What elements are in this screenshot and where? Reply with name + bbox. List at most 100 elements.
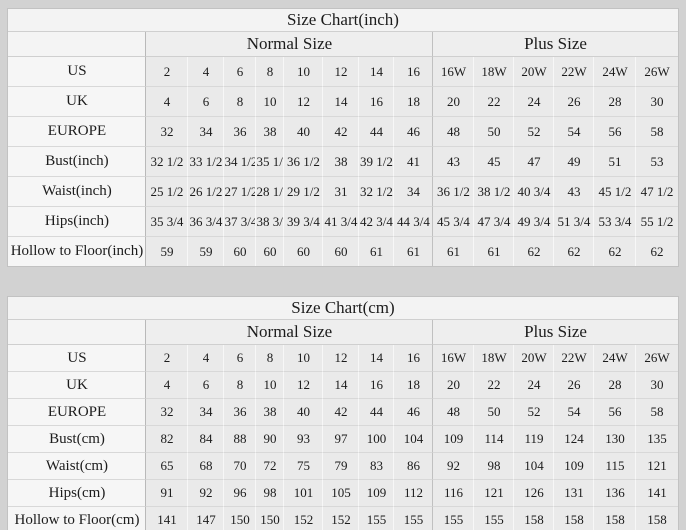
size-value-cell: 141 (145, 507, 188, 530)
size-value-cell: 10 (255, 87, 284, 117)
size-value-cell: 62 (513, 237, 554, 266)
size-value-cell: 45 3/4 (432, 207, 474, 237)
size-value-cell: 22W (553, 57, 594, 87)
size-value-cell: 34 (187, 117, 224, 147)
size-value-cell: 4 (187, 345, 224, 372)
size-value-cell: 72 (255, 453, 284, 480)
size-value-cell: 38 (255, 117, 284, 147)
size-value-cell: 12 (322, 345, 359, 372)
row-label: Bust(cm) (8, 426, 146, 453)
size-value-cell: 43 (553, 177, 594, 207)
size-value-cell: 8 (255, 345, 284, 372)
size-value-cell: 24W (593, 345, 636, 372)
size-value-cell: 32 (145, 117, 188, 147)
size-value-cell: 16 (358, 372, 394, 399)
size-value-cell: 20 (432, 372, 474, 399)
size-value-cell: 28 (593, 87, 636, 117)
row-label: Hips(cm) (8, 480, 146, 507)
table-row: Waist(inch)25 1/226 1/227 1/228 1/229 1/… (8, 177, 678, 207)
row-label: US (8, 345, 146, 372)
size-value-cell: 59 (145, 237, 188, 266)
size-value-cell: 61 (393, 237, 433, 266)
size-value-cell: 79 (322, 453, 359, 480)
size-value-cell: 62 (593, 237, 636, 266)
row-label: EUROPE (8, 399, 146, 426)
table-gap (0, 267, 686, 296)
size-value-cell: 16 (393, 345, 433, 372)
size-value-cell: 131 (553, 480, 594, 507)
size-value-cell: 36 3/4 (187, 207, 224, 237)
row-label: EUROPE (8, 117, 146, 147)
size-value-cell: 25 1/2 (145, 177, 188, 207)
size-value-cell: 124 (553, 426, 594, 453)
size-value-cell: 18 (393, 372, 433, 399)
size-value-cell: 150 (223, 507, 256, 530)
size-value-cell: 27 1/2 (223, 177, 256, 207)
size-value-cell: 136 (593, 480, 636, 507)
size-value-cell: 20W (513, 345, 554, 372)
size-value-cell: 54 (553, 399, 594, 426)
size-value-cell: 22W (553, 345, 594, 372)
size-value-cell: 152 (322, 507, 359, 530)
size-value-cell: 30 (635, 87, 678, 117)
size-value-cell: 12 (283, 87, 323, 117)
size-value-cell: 41 (393, 147, 433, 177)
table-row: US 2 4 6 8 10 12 14 16 16W 18W 20W 22W 24W 26W (8, 345, 678, 372)
size-value-cell: 46 (393, 117, 433, 147)
size-value-cell: 6 (187, 372, 224, 399)
table-row: Bust(inch)32 1/233 1/234 1/235 1/236 1/2… (8, 147, 678, 177)
size-value-cell: 155 (473, 507, 514, 530)
size-value-cell: 8 (223, 372, 256, 399)
row-label: US (8, 57, 146, 87)
size-value-cell: 61 (473, 237, 514, 266)
size-value-cell: 26 (553, 87, 594, 117)
size-value-cell: 40 (283, 117, 323, 147)
size-value-cell: 42 (322, 117, 359, 147)
size-value-cell: 58 (635, 117, 678, 147)
size-value-cell: 20W (513, 57, 554, 87)
size-value-cell: 39 3/4 (283, 207, 323, 237)
size-value-cell: 28 (593, 372, 636, 399)
size-value-cell: 61 (432, 237, 474, 266)
size-value-cell: 104 (513, 453, 554, 480)
size-value-cell: 60 (223, 237, 256, 266)
size-value-cell: 47 3/4 (473, 207, 514, 237)
size-value-cell: 26W (635, 57, 678, 87)
size-value-cell: 41 3/4 (322, 207, 359, 237)
size-value-cell: 8 (223, 87, 256, 117)
size-value-cell: 48 (432, 117, 474, 147)
size-value-cell: 48 (432, 399, 474, 426)
size-value-cell: 14 (322, 87, 359, 117)
size-value-cell: 115 (593, 453, 636, 480)
size-value-cell: 18W (473, 345, 514, 372)
size-value-cell: 33 1/2 (187, 147, 224, 177)
plus-size-header: Plus Size (432, 320, 678, 345)
table-row: Waist(cm) 65 68 70 72 75 79 83 86 92 98 104 109 115 12… (8, 453, 678, 480)
size-value-cell: 60 (255, 237, 284, 266)
size-value-cell: 6 (223, 57, 256, 87)
size-value-cell: 26 (553, 372, 594, 399)
size-value-cell: 43 (432, 147, 474, 177)
size-chart-title: Size Chart(cm) (8, 297, 678, 320)
size-value-cell: 12 (283, 372, 323, 399)
size-value-cell: 8 (255, 57, 284, 87)
size-value-cell: 158 (593, 507, 636, 530)
normal-size-header: Normal Size (145, 32, 433, 57)
size-value-cell: 20 (432, 87, 474, 117)
size-value-cell: 56 (593, 117, 636, 147)
table-row: UK 4 6 8 10 12 14 16 18 20 22 24 26 28 30 (8, 87, 678, 117)
size-value-cell: 93 (283, 426, 323, 453)
size-value-cell: 45 (473, 147, 514, 177)
size-value-cell: 75 (283, 453, 323, 480)
size-value-cell: 82 (145, 426, 188, 453)
corner-cell (8, 32, 146, 57)
size-value-cell: 61 (358, 237, 394, 266)
size-value-cell: 34 1/2 (223, 147, 256, 177)
row-label: Waist(cm) (8, 453, 146, 480)
size-value-cell: 36 (223, 117, 256, 147)
row-label: Hollow to Floor(cm) (8, 507, 146, 530)
size-value-cell: 28 1/2 (255, 177, 284, 207)
row-label: Hollow to Floor(inch) (8, 237, 146, 266)
table-row: Hips(cm) 91 92 96 98 101 105 109 112 116 121 126 131… (8, 480, 678, 507)
size-value-cell: 92 (432, 453, 474, 480)
